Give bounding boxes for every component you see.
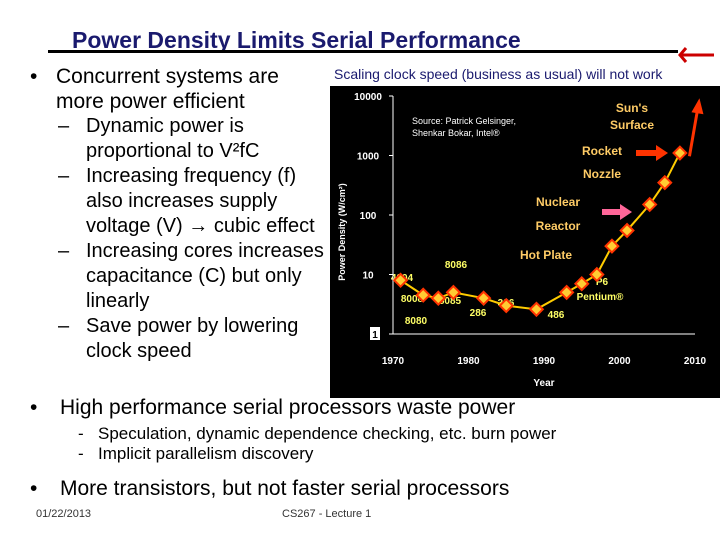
- data-point: [657, 174, 673, 191]
- sub-bullet: - Speculation, dynamic dependence checkin…: [78, 424, 670, 444]
- ref-label-hot-plate: Hot Plate: [520, 248, 572, 262]
- data-point: [619, 222, 635, 239]
- sub-bullet-text: Increasing cores increases capacitance (…: [86, 240, 324, 312]
- bullet-more-transistors: • More transistors, but not faster serial…: [30, 477, 670, 501]
- data-point: [498, 297, 515, 314]
- chip-label-386: 386: [498, 298, 515, 309]
- dash-icon: –: [58, 115, 70, 137]
- ref-label-surface: Surface: [610, 118, 654, 132]
- sub-bullet-text: Save power by lowering clock speed: [86, 315, 299, 362]
- x-tick-label: 1990: [533, 356, 556, 367]
- data-point: [415, 287, 431, 303]
- data-point: [604, 238, 620, 254]
- y-tick-label: 100: [360, 211, 377, 222]
- data-point: [558, 284, 575, 301]
- sub-bullet-text: Increasing frequency (f) also increases …: [86, 165, 315, 237]
- ref-label-nuclear: Nuclear: [536, 195, 580, 209]
- bullet-text: High performance serial processors waste…: [60, 396, 516, 419]
- bullet-dot-icon: •: [30, 396, 38, 419]
- dash-icon: -: [78, 444, 84, 463]
- dash-icon: –: [58, 165, 70, 187]
- ref-label-rocket: Rocket: [582, 144, 622, 158]
- chip-label-8008: 8008: [401, 294, 424, 305]
- chip-label-8086: 8086: [445, 260, 468, 271]
- sub-bullet: - Implicit parallelism discovery: [78, 444, 670, 464]
- sub-bullet-text: Speculation, dynamic dependence checking…: [98, 424, 557, 443]
- slide-title: Power Density Limits Serial Performance: [72, 27, 521, 53]
- y-axis-label: Power Density (W/cm²): [337, 183, 347, 281]
- bullet-concurrent: • Concurrent systems are more power effic…: [30, 64, 330, 114]
- sub-bullet: – Increasing cores increases capacitance …: [58, 239, 330, 314]
- x-axis-label: Year: [533, 378, 554, 389]
- bullet-waste-power: • High performance serial processors wast…: [30, 396, 670, 420]
- bullet-text: More transistors, but not faster serial …: [60, 477, 510, 500]
- x-tick-label: 2000: [608, 356, 631, 367]
- arrow-rocket-icon: [636, 145, 668, 161]
- data-point: [475, 290, 492, 306]
- data-point: [589, 266, 605, 283]
- sub-bullet-text: Implicit parallelism discovery: [98, 444, 314, 463]
- bullet-text: Concurrent systems are more power effici…: [56, 65, 279, 113]
- plot-layer: 1 10 100 1000 10000 1970 1980 1990 2000 2010: [354, 92, 706, 367]
- data-point: [672, 145, 688, 161]
- sub-bullet: – Dynamic power is proportional to V²fC: [58, 114, 330, 164]
- ref-label-reactor: Reactor: [536, 219, 581, 233]
- bullet-more-transistors-block: • More transistors, but not faster serial…: [30, 477, 670, 501]
- bullet-serial-power: • High performance serial processors wast…: [30, 396, 670, 464]
- sun-arrow-head: [691, 98, 704, 115]
- sub-bullet: – Increasing frequency (f) also increases…: [58, 164, 330, 239]
- ref-label-nozzle: Nozzle: [583, 167, 621, 181]
- chip-label-486: 486: [548, 310, 565, 321]
- chip-label-4004: 4004: [391, 273, 414, 284]
- y-tick-box: [370, 327, 380, 340]
- chip-label-8080: 8080: [405, 316, 428, 327]
- dash-icon: –: [58, 240, 70, 262]
- x-tick-label: 1980: [457, 356, 480, 367]
- chip-label-p6: P6: [596, 277, 609, 288]
- dash-icon: -: [78, 424, 84, 443]
- footer-date: 01/22/2013: [36, 508, 92, 520]
- chip-label-8085: 8085: [439, 296, 462, 307]
- y-tick-label: 1000: [357, 152, 380, 163]
- chip-label-286: 286: [470, 308, 487, 319]
- title-arrow-icon: [678, 47, 714, 63]
- y-tick-label: 10: [362, 271, 374, 282]
- data-point: [573, 275, 590, 292]
- chart-background: [330, 86, 720, 398]
- trend-line: [400, 152, 681, 311]
- chip-label-pentium: Pentium®: [577, 292, 624, 303]
- footer-course: CS267 - Lecture 1: [282, 508, 372, 520]
- data-point: [445, 284, 462, 301]
- y-tick-label: 10000: [354, 92, 382, 103]
- sun-arrow-shaft: [687, 109, 699, 157]
- dash-icon: –: [58, 315, 70, 337]
- data-point: [641, 196, 658, 213]
- source-text: Source: Patrick Gelsinger, Shenkar Bokar…: [412, 116, 519, 138]
- sub-bullet-text: Dynamic power is proportional to V²fC: [86, 115, 260, 162]
- data-point: [392, 272, 409, 289]
- y-tick-label: 1: [372, 330, 378, 341]
- bullet-dot-icon: •: [30, 65, 38, 88]
- sub-bullet: – Save power by lowering clock speed: [58, 314, 330, 364]
- title-underline: [48, 50, 678, 53]
- bullet-dot-icon: •: [30, 477, 38, 500]
- data-point: [430, 290, 447, 306]
- source-line: Source: Patrick Gelsinger,: [412, 116, 516, 126]
- x-tick-label: 2010: [684, 356, 707, 367]
- data-point: [528, 301, 545, 318]
- concurrency-bullets: • Concurrent systems are more power effic…: [30, 64, 330, 364]
- arrow-nuclear-icon: [602, 204, 632, 220]
- chart-title: Scaling clock speed (business as usual) …: [334, 66, 663, 82]
- ref-label-sun: Sun's: [616, 101, 649, 115]
- source-line: Shenkar Bokar, Intel®: [412, 128, 500, 138]
- x-tick-label: 1970: [382, 356, 405, 367]
